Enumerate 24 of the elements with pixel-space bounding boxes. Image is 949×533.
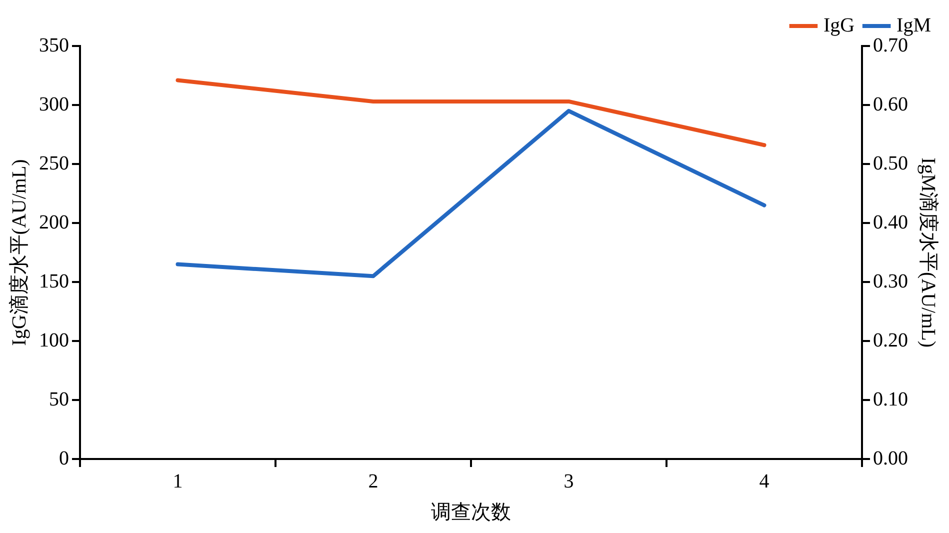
legend-label: IgG [823,14,855,36]
y2-tick-label: 0.30 [873,270,908,292]
y2-tick-label: 0.10 [873,388,908,410]
y2-tick-label: 0.00 [873,447,908,470]
y-tick-label: 200 [39,211,69,234]
x-tick-label: 1 [172,470,183,492]
x-axis-title: 调查次数 [431,501,511,524]
y-axis-title: IgG滴度水平(AU/mL) [8,159,30,346]
y-tick-label: 250 [39,152,69,174]
y2-tick-label: 0.40 [873,211,908,234]
y-tick-label: 0 [59,447,69,470]
x-tick-label: 4 [759,470,770,492]
y2-tick-label: 0.50 [873,152,908,174]
y2-axis-title: IgM滴度水平(AU/mL) [916,158,939,348]
y2-tick-label: 0.60 [873,93,908,116]
y-tick-label: 150 [39,270,69,292]
y-tick-label: 50 [49,388,69,410]
x-tick-label: 3 [564,470,574,492]
y-tick-label: 300 [39,93,69,116]
y-tick-label: 350 [39,34,69,56]
y2-tick-label: 0.20 [873,329,908,352]
legend-label: IgM [896,14,932,36]
y-tick-label: 100 [39,329,69,352]
x-tick-label: 2 [368,470,378,492]
